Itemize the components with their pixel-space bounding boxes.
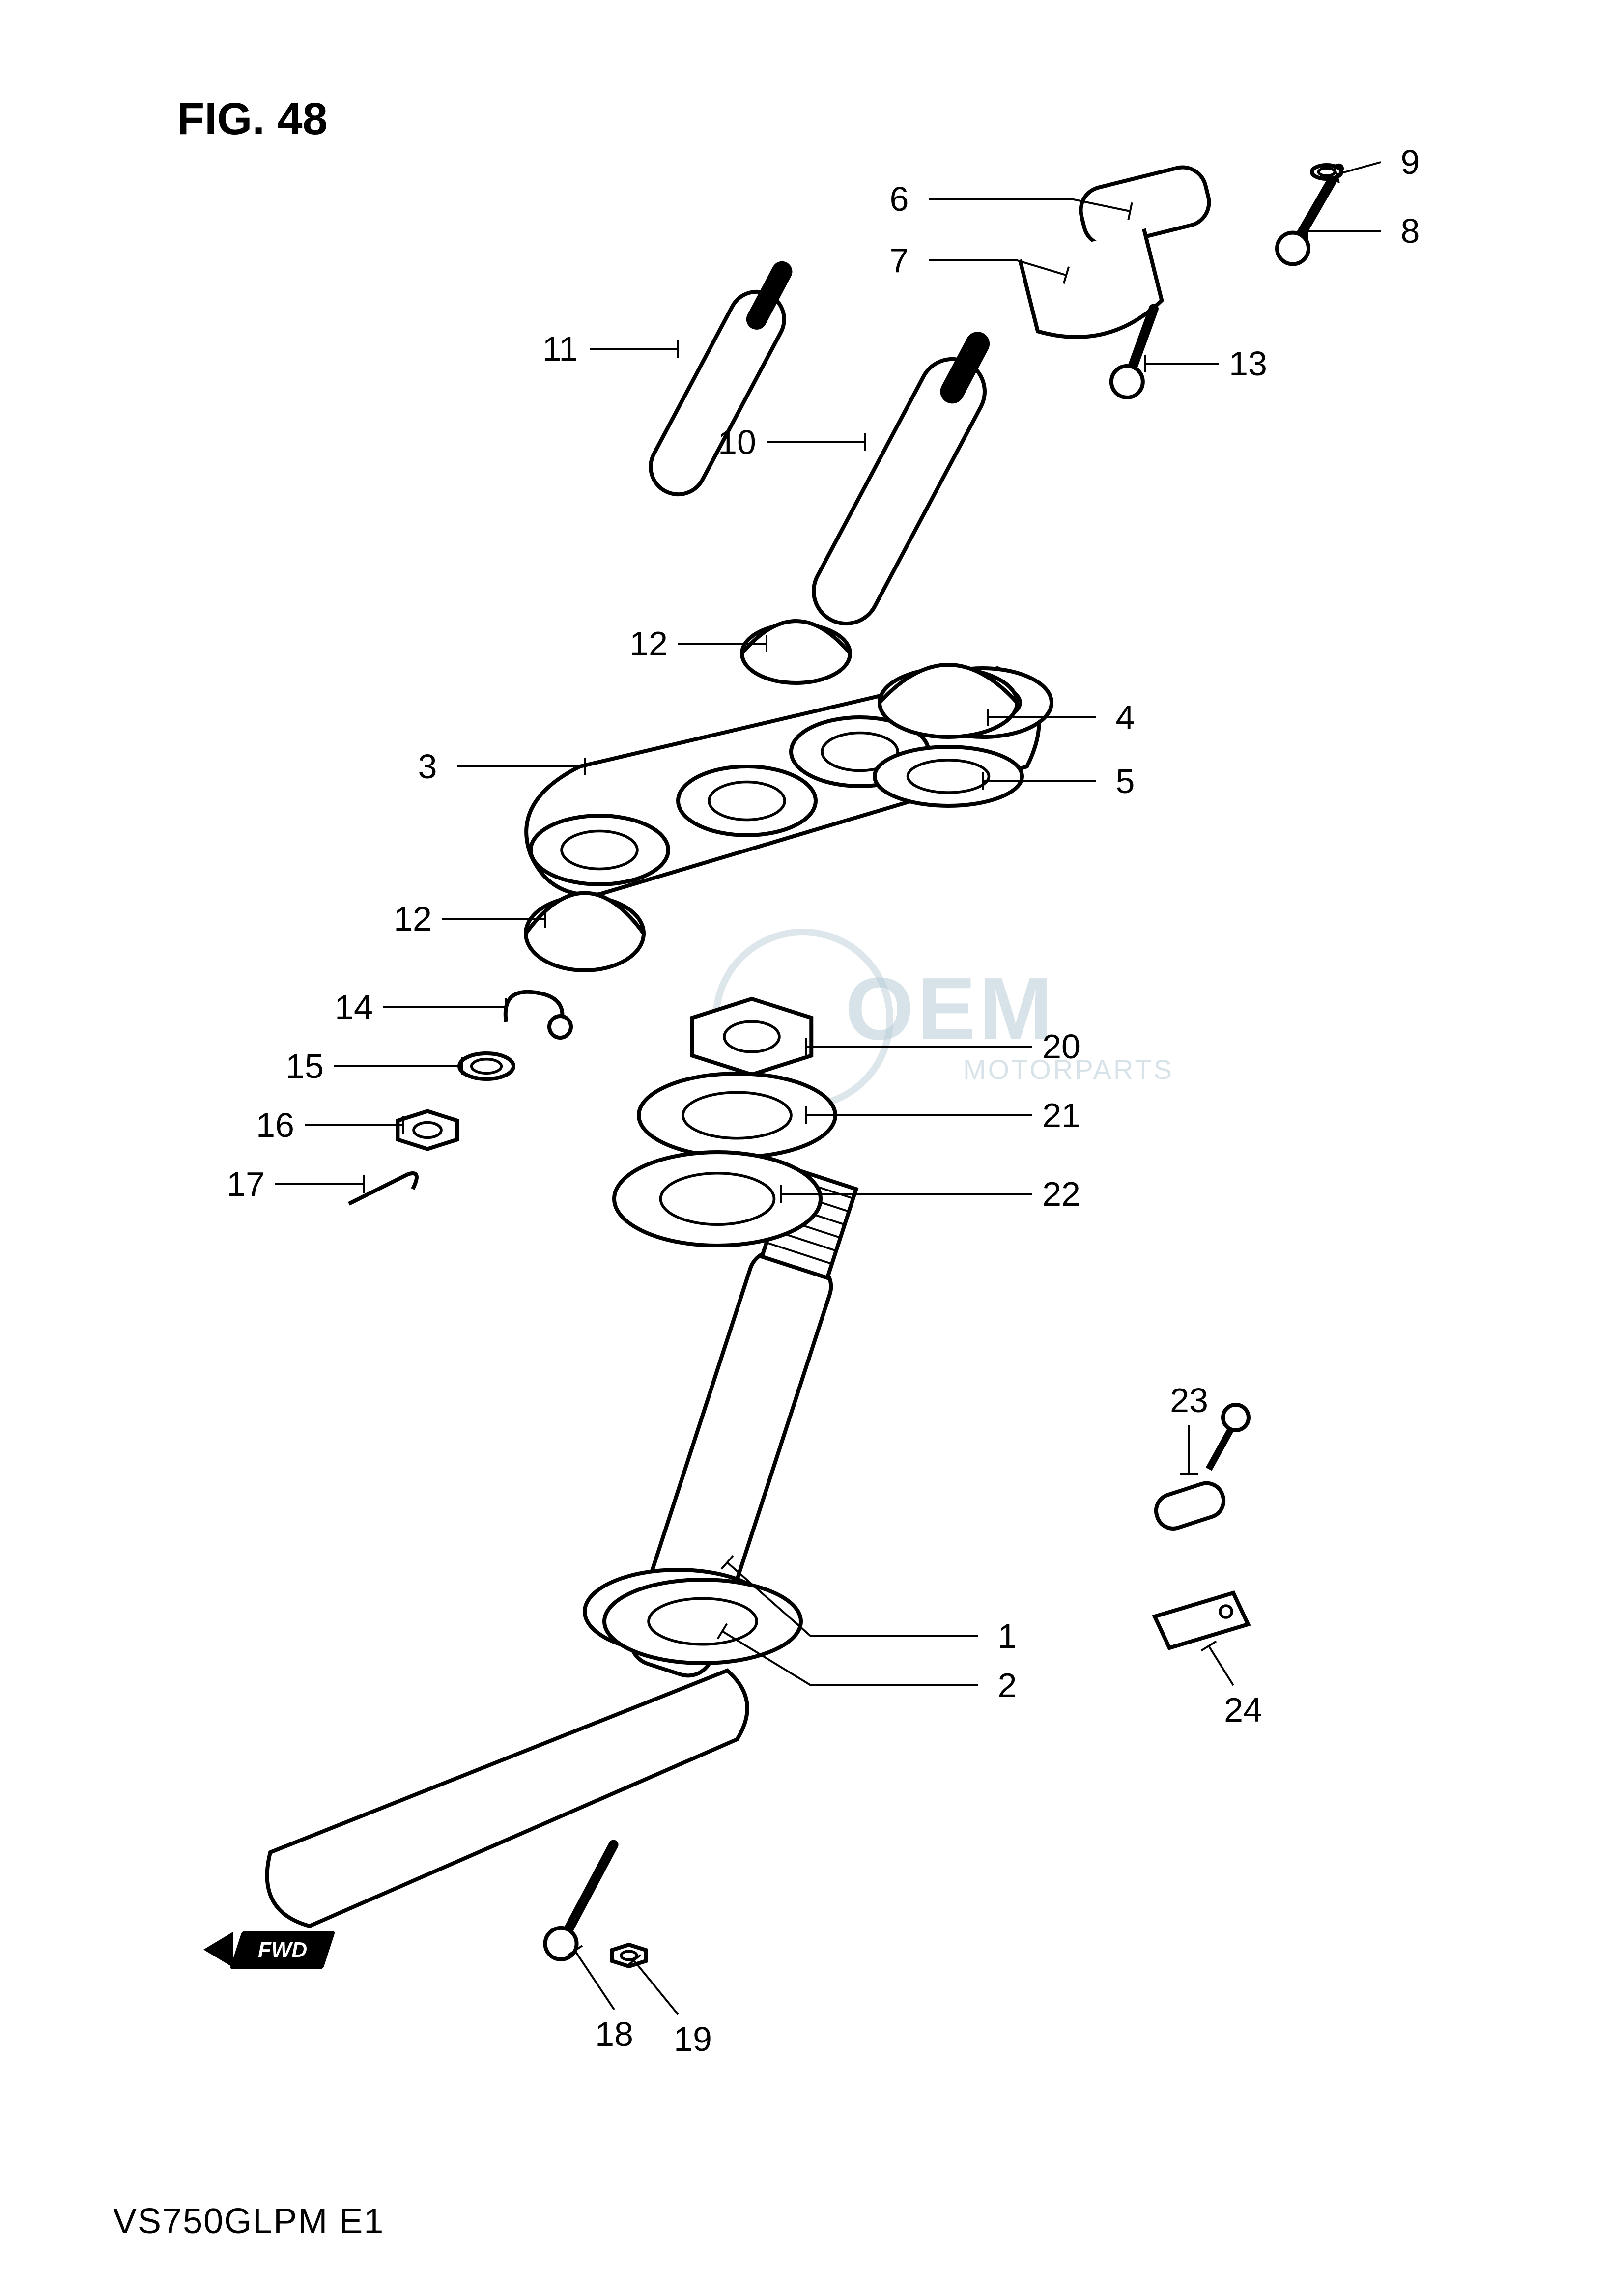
callout-10: 10 — [718, 423, 756, 462]
callout-8: 8 — [1401, 211, 1420, 251]
callout-16: 16 — [256, 1105, 294, 1145]
callout-11: 11 — [542, 329, 578, 368]
callout-20: 20 — [1042, 1027, 1080, 1066]
callout-22: 22 — [1042, 1174, 1080, 1214]
callout-6: 6 — [890, 179, 909, 219]
callout-15: 15 — [285, 1047, 324, 1086]
callout-14: 14 — [335, 988, 373, 1027]
callout-7: 7 — [890, 241, 909, 280]
callout-21: 21 — [1042, 1096, 1080, 1135]
callout-12: 12 — [629, 624, 668, 663]
callout-5: 5 — [1116, 762, 1135, 801]
callout-4: 4 — [1116, 698, 1135, 737]
callout-18: 18 — [595, 2014, 633, 2054]
fwd-arrow-icon — [203, 1932, 233, 1967]
callout-2: 2 — [998, 1666, 1017, 1705]
callout-19: 19 — [674, 2019, 712, 2059]
callout-17: 17 — [227, 1164, 265, 1204]
footer-model-code: VS750GLPM E1 — [113, 2201, 384, 2241]
diagram-page: FIG. 48 OEM MOTORPARTS FWD 1234567891011… — [0, 0, 1620, 2296]
callout-23: 23 — [1170, 1381, 1208, 1420]
callout-12b: 12 — [394, 899, 432, 938]
callout-3: 3 — [418, 747, 437, 786]
callout-9: 9 — [1401, 142, 1420, 182]
callout-1: 1 — [998, 1616, 1017, 1656]
fwd-badge-label: FWD — [258, 1938, 307, 1962]
fwd-badge: FWD — [229, 1931, 335, 1969]
callout-24: 24 — [1224, 1690, 1262, 1729]
figure-title: FIG. 48 — [177, 93, 328, 145]
callout-13: 13 — [1229, 344, 1267, 383]
watermark-main: OEM — [845, 958, 1055, 1060]
